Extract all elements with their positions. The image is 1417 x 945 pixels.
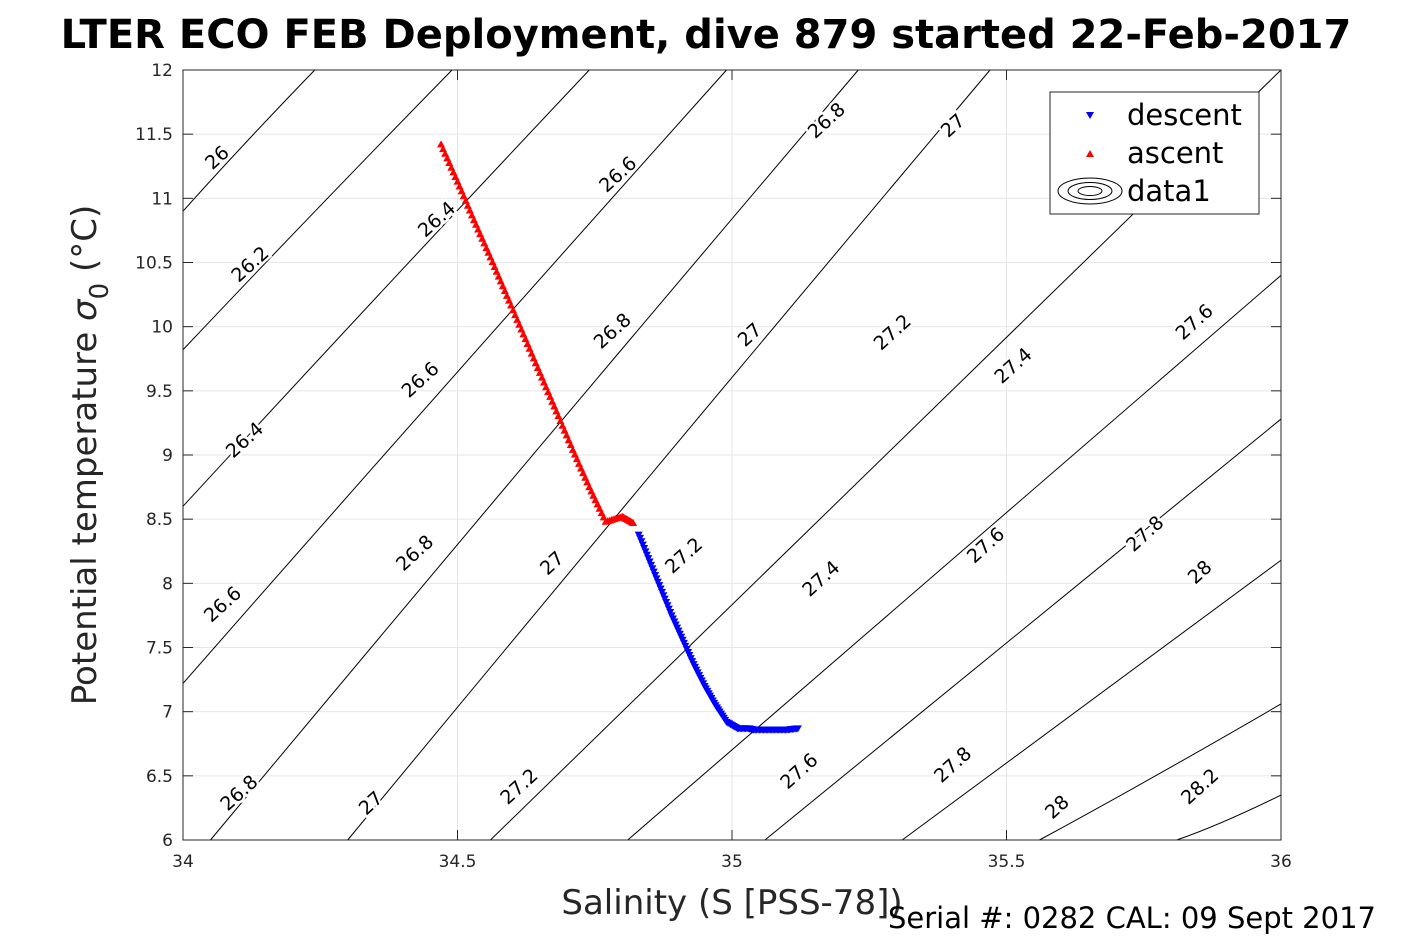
legend-ascent-marker [1086, 150, 1094, 157]
y-tick-label: 9 [162, 446, 173, 466]
isopycnal-27.6 [764, 418, 1282, 841]
y-tick-label: 6.5 [146, 767, 173, 787]
x-tick-label: 34 [172, 852, 194, 872]
isopycnal-26.2 [182, 69, 453, 351]
isopycnal-27 [347, 69, 991, 841]
isopycnal-contours [182, 69, 1282, 841]
y-axis-label: Potential temperature σ0 (°C) [65, 205, 115, 705]
y-tick-label: 10 [151, 318, 173, 338]
y-tick-label: 12 [151, 61, 173, 81]
y-tick-label: 6 [162, 831, 173, 851]
y-tick-label: 8.5 [146, 510, 173, 530]
chart-title: LTER ECO FEB Deployment, dive 879 starte… [61, 12, 1352, 58]
y-tick-label: 7 [162, 703, 173, 723]
y-axis-label-sigma: σ [65, 298, 105, 321]
x-tick-label: 35 [721, 852, 743, 872]
y-tick-label: 9.5 [146, 382, 173, 402]
y-axis-label-main: Potential temperature [65, 321, 105, 705]
isopycnal-26.8 [210, 69, 859, 841]
data-point-ascent [629, 519, 638, 527]
legend-box [1049, 91, 1260, 215]
legend-ascent-label: ascent [1127, 136, 1223, 170]
legend-data1-icon [1057, 177, 1123, 205]
serial-cal-footer: Serial #: 0282 CAL: 09 Sept 2017 [888, 901, 1376, 935]
y-axis-label-sub: 0 [85, 283, 115, 300]
x-tick-label: 34.5 [439, 852, 477, 872]
legend: descent ascent data1 [1049, 91, 1260, 215]
x-axis-ticks: 34 34.5 35 35.5 36 [172, 70, 1292, 872]
data-point-descent [793, 725, 802, 733]
y-tick-label: 10.5 [135, 254, 173, 274]
legend-descent-marker [1086, 112, 1094, 119]
y-tick-label: 8 [162, 574, 173, 594]
isopycnal-26 [182, 69, 316, 212]
y-axis-label-unit: (°C) [65, 205, 105, 283]
x-tick-label: 35.5 [988, 852, 1026, 872]
isopycnal-26.6 [182, 69, 727, 684]
grid [182, 69, 1282, 841]
x-axis-label: Salinity (S [PSS-78]) [561, 883, 902, 923]
isopycnal-26.4 [182, 69, 590, 507]
descent-series [634, 531, 802, 734]
isopycnal-28 [1039, 703, 1282, 841]
ascent-series [437, 140, 638, 527]
isopycnal-27.8 [901, 559, 1282, 841]
y-tick-label: 11 [151, 189, 173, 209]
x-tick-label: 36 [1270, 852, 1292, 872]
isopycnal-27.4 [627, 274, 1282, 841]
y-tick-label: 11.5 [135, 125, 173, 145]
y-tick-label: 7.5 [146, 639, 173, 659]
isopycnal-28.2 [1176, 794, 1282, 841]
y-axis-ticks: 6 6.5 7 7.5 8 8.5 9 9.5 10 10.5 11 11.5 12 [135, 61, 1281, 851]
legend-data1-label: data1 [1127, 174, 1211, 208]
legend-descent-label: descent [1127, 98, 1242, 132]
